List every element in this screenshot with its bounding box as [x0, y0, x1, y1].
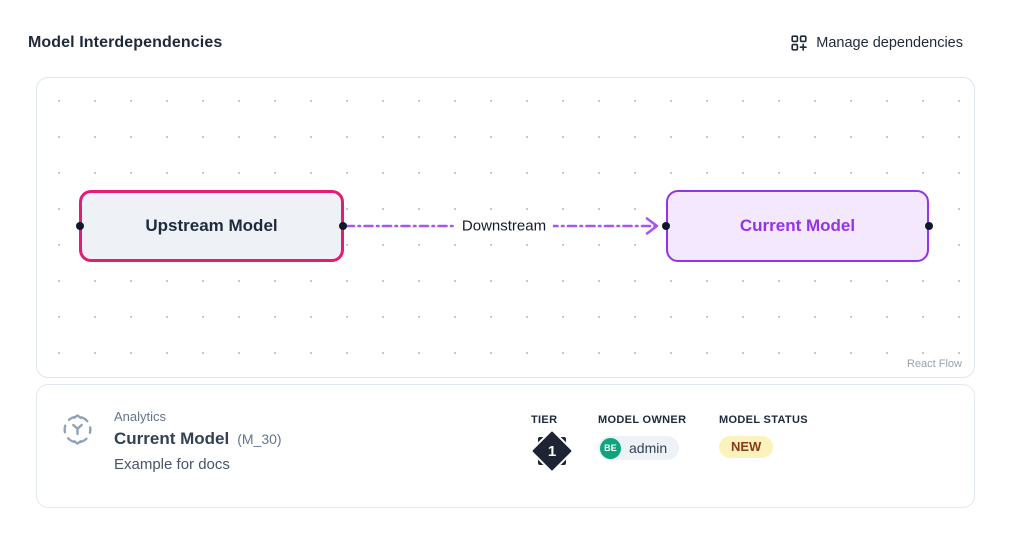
flow-canvas[interactable]: Downstream Upstream Model Current Model …: [36, 77, 975, 378]
tier-column: TIER 1: [529, 414, 575, 474]
model-owner-column: MODEL OWNER BE admin: [598, 414, 686, 460]
edge-label: Downstream: [454, 215, 554, 237]
model-status-label: MODEL STATUS: [719, 414, 808, 426]
model-domain: Analytics: [114, 409, 167, 424]
owner-pill: BE admin: [598, 436, 680, 460]
manage-dependencies-label: Manage dependencies: [816, 35, 963, 51]
handle-source-upstream[interactable]: [339, 222, 347, 230]
model-status-column: MODEL STATUS NEW: [719, 414, 808, 458]
model-details-card: Analytics Current Model (M_30) Example f…: [36, 384, 975, 508]
model-lineage-icon: [59, 411, 96, 473]
model-name: Current Model: [114, 429, 230, 448]
node-current-model[interactable]: Current Model: [662, 190, 933, 262]
owner-avatar: BE: [600, 437, 621, 459]
tier-badge: 1: [529, 428, 575, 474]
handle-target-upstream[interactable]: [76, 222, 84, 230]
grid-plus-icon: [790, 34, 808, 52]
node-upstream-model[interactable]: Upstream Model: [76, 190, 347, 262]
header: Model Interdependencies Manage dependenc…: [28, 28, 963, 58]
model-summary: Analytics Current Model (M_30) Example f…: [59, 407, 282, 473]
model-description: Example for docs: [114, 456, 230, 473]
owner-name: admin: [629, 440, 668, 456]
manage-dependencies-button[interactable]: Manage dependencies: [790, 34, 963, 52]
handle-target-current[interactable]: [662, 222, 670, 230]
model-code: (M_30): [237, 431, 282, 447]
tier-value: 1: [547, 442, 557, 460]
model-owner-label: MODEL OWNER: [598, 414, 687, 426]
node-current-label: Current Model: [739, 216, 856, 235]
page-title: Model Interdependencies: [28, 34, 223, 51]
handle-source-current[interactable]: [925, 222, 933, 230]
model-summary-text: Analytics Current Model (M_30) Example f…: [114, 407, 282, 473]
tier-label: TIER: [531, 414, 558, 426]
status-badge: NEW: [719, 436, 774, 458]
node-upstream-label: Upstream Model: [145, 216, 278, 235]
react-flow-attribution[interactable]: React Flow: [896, 354, 972, 375]
